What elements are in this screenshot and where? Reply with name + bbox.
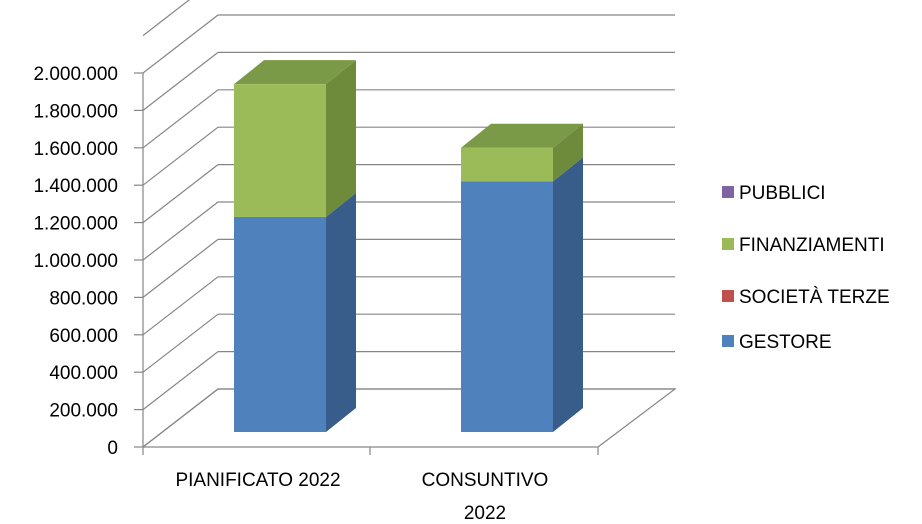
value-axis: 0 200.000 400.000 600.000 800.000 1.000.000 1.… xyxy=(33,64,599,459)
gridline-side xyxy=(142,14,219,74)
gridline-side xyxy=(142,89,219,149)
gridline-side xyxy=(142,164,219,224)
gridlines xyxy=(142,0,675,448)
bar-segment-side xyxy=(326,192,356,432)
y-tick-label: 1.800.000 xyxy=(33,101,118,122)
gridline-side xyxy=(142,0,191,37)
bar-segment-front xyxy=(234,84,326,217)
bar-segment-front xyxy=(461,181,553,432)
gridline-side xyxy=(142,388,219,448)
legend: PUBBLICI FINANZIAMENTI SOCIETÀ TERZE GESTOR… xyxy=(722,183,890,353)
legend-label: PUBBLICI xyxy=(739,183,826,204)
gridline-side xyxy=(142,51,219,111)
gridline-side xyxy=(142,351,219,411)
y-tick-label: 1.600.000 xyxy=(33,139,118,160)
y-tick-label: 800.000 xyxy=(49,288,118,309)
legend-swatch xyxy=(722,290,734,302)
bar-top xyxy=(234,60,356,85)
y-tick-label: 400.000 xyxy=(49,363,118,384)
category-labels: PIANIFICATO 2022 CONSUNTIVO 2022 xyxy=(175,470,548,524)
y-tick-label: 1.200.000 xyxy=(33,214,118,235)
legend-label: SOCIETÀ TERZE xyxy=(739,287,890,308)
x-category-label: PIANIFICATO 2022 xyxy=(175,470,340,491)
gridline-side xyxy=(142,313,219,373)
legend-label: FINANZIAMENTI xyxy=(739,235,885,256)
legend-swatch xyxy=(722,238,734,250)
y-tick-label: 600.000 xyxy=(49,326,118,347)
y-tick-label: 0 xyxy=(107,438,118,459)
bar-segment-front xyxy=(461,147,553,182)
gridline-side xyxy=(142,276,219,336)
x-category-label: 2022 xyxy=(464,503,506,524)
bar-top xyxy=(461,123,583,148)
y-tick-label: 1.400.000 xyxy=(33,176,118,197)
legend-label: GESTORE xyxy=(739,332,832,353)
bar-segment-side xyxy=(553,123,583,182)
gridline-side xyxy=(142,201,219,261)
bars xyxy=(234,60,583,433)
floor xyxy=(142,388,677,448)
y-tick-label: 2.000.000 xyxy=(33,64,118,85)
bar-segment-side xyxy=(326,60,356,217)
legend-swatch xyxy=(722,186,734,198)
x-category-label: CONSUNTIVO xyxy=(422,470,549,491)
legend-swatch xyxy=(722,335,734,347)
y-tick-label: 200.000 xyxy=(49,401,118,422)
bar-segment-side xyxy=(553,157,583,433)
gridline-side xyxy=(142,126,219,186)
y-tick-label: 1.000.000 xyxy=(33,251,118,272)
gridline-side xyxy=(142,238,219,298)
bar-segment-front xyxy=(234,216,326,432)
chart-walls xyxy=(142,73,677,448)
